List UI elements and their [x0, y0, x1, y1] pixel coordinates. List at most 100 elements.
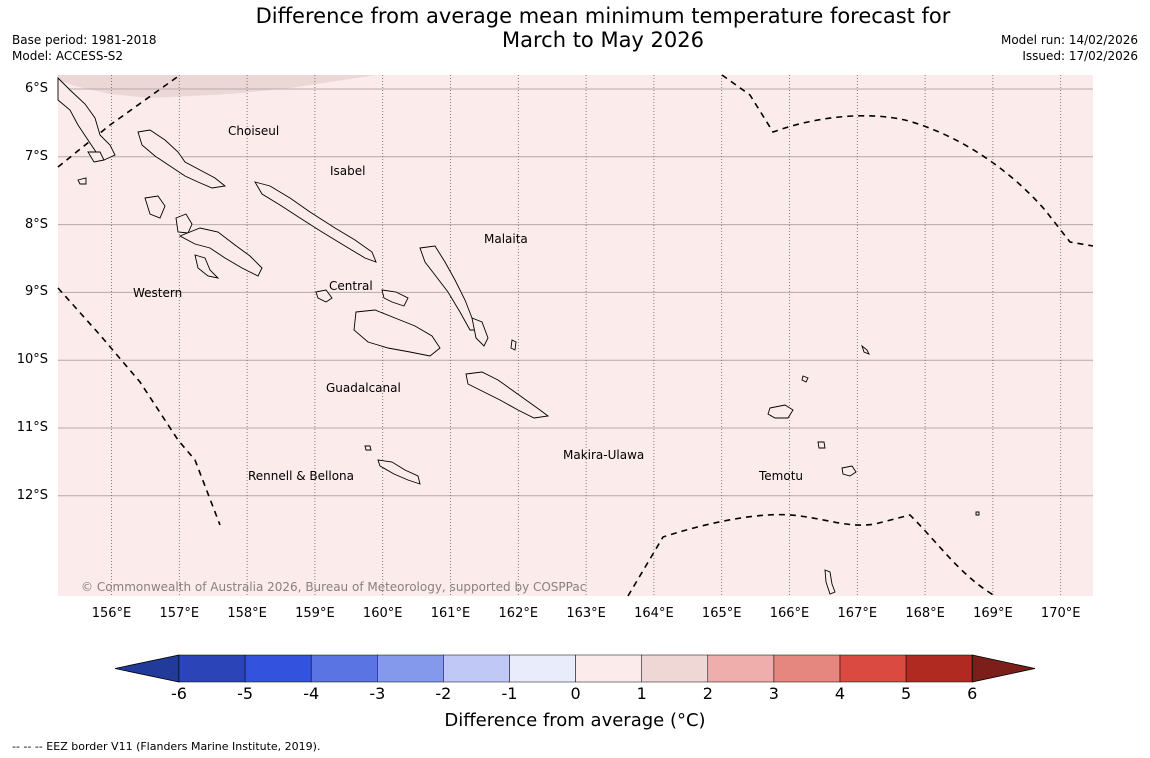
colorbar-tick-label: 5: [901, 684, 912, 703]
island-ulawa: [510, 339, 517, 351]
longitude-label: 170°E: [1040, 606, 1081, 621]
colorbar-segment: [575, 654, 642, 683]
island-choiseul: [137, 129, 227, 189]
warm-anomaly-patch: [58, 75, 376, 98]
colorbar-segment: [377, 654, 444, 683]
longitude-label: 161°E: [430, 606, 471, 621]
longitude-label: 158°E: [227, 606, 267, 621]
island-isabel: [254, 181, 377, 263]
island-duff: [861, 344, 870, 355]
colorbar-tick-label: -3: [369, 684, 386, 703]
title-line-2: March to May 2026: [502, 28, 704, 52]
colorbar-segment: [178, 654, 246, 683]
longitude-label: 163°E: [566, 606, 606, 621]
longitude-label: 164°E: [634, 606, 674, 621]
chart-title: Difference from average mean minimum tem…: [0, 4, 1150, 52]
colorbar-tick-label: -4: [303, 684, 320, 703]
colorbar-tick-label: -1: [501, 684, 518, 703]
longitude-label: 157°E: [159, 606, 200, 621]
colorbar-tick-label: -6: [171, 684, 187, 703]
colorbar-segment: [641, 654, 709, 683]
region-label-makira-ulawa: Makira-Ulawa: [563, 448, 645, 462]
colorbar-tick-label: 0: [570, 684, 581, 703]
latitude-gridlines: [58, 88, 1093, 497]
island-utupua: [817, 441, 826, 449]
islands: [57, 76, 980, 595]
latitude-label: 11°S: [16, 420, 48, 435]
latitude-label: 10°S: [16, 352, 48, 368]
island-bougainville: [57, 76, 116, 161]
island-florida: [381, 289, 409, 307]
longitude-label: 165°E: [701, 606, 742, 621]
model-name: Model: ACCESS-S2: [12, 49, 124, 63]
region-label-temotu: Temotu: [759, 469, 804, 483]
latitude-label: 8°S: [24, 216, 48, 232]
island-rennell: [377, 459, 421, 485]
latitude-label: 7°S: [24, 148, 48, 164]
colorbar-segment: [244, 654, 312, 683]
island-anuta: [824, 569, 836, 595]
island-russell: [315, 289, 333, 303]
colorbar-extension-max: [971, 654, 1036, 683]
region-label-guadalcanal: Guadalcanal: [326, 381, 401, 395]
island-rendova: [194, 254, 220, 279]
eez-border-south: [627, 513, 996, 597]
title-line-1: Difference from average mean minimum tem…: [255, 4, 951, 28]
latitude-label: 12°S: [16, 487, 48, 503]
longitude-label: 169°E: [973, 606, 1013, 621]
base-period: Base period: 1981-2018: [12, 33, 157, 47]
map-background: [58, 75, 1093, 596]
longitude-label: 156°E: [91, 606, 132, 621]
island-shortlands: [87, 151, 105, 163]
island-vella-lavella: [144, 195, 166, 219]
island-guadalcanal: [353, 309, 441, 357]
colorbar-tick-label: 2: [702, 684, 713, 703]
eez-footnote: -- -- -- EEZ border V11 (Flanders Marine…: [12, 740, 321, 753]
eez-border-east: [721, 74, 1094, 247]
colorbar-tick-label: 6: [967, 684, 978, 703]
issued-date: Issued: 17/02/2026: [1022, 49, 1138, 63]
colorbar-label: Difference from average (°C): [444, 710, 706, 731]
latitude-label: 9°S: [24, 284, 48, 300]
region-label-rennell-bellona: Rennell & Bellona: [248, 469, 355, 483]
island-treasury: [77, 177, 87, 185]
region-label-central: Central: [329, 279, 373, 293]
colorbar: [114, 654, 1036, 683]
latitude-label: 6°S: [24, 81, 48, 96]
eez-border-west: [57, 287, 221, 526]
island-makira: [465, 371, 550, 419]
colorbar-segment: [707, 654, 775, 683]
longitude-label: 160°E: [362, 606, 403, 621]
eez-borders: [57, 74, 1094, 597]
colorbar-tick-label: -5: [237, 684, 254, 703]
region-label-choiseul: Choiseul: [228, 124, 280, 138]
colorbar-tick-label: 3: [768, 684, 779, 703]
island-small-malaita: [471, 317, 489, 347]
longitude-label: 168°E: [905, 606, 945, 621]
meta-right: Model run: 14/02/2026 Issued: 17/02/2026: [1001, 32, 1138, 64]
island-kolombangara: [175, 213, 193, 234]
colorbar-segment: [905, 654, 973, 683]
island-tikopia: [975, 511, 980, 516]
model-run: Model run: 14/02/2026: [1000, 33, 1138, 47]
colorbar-tick-label: 4: [834, 684, 846, 703]
colorbar-tick-label: -2: [435, 684, 452, 703]
longitude-label: 162°E: [498, 606, 539, 621]
colorbar-segment: [773, 654, 841, 683]
meta-left: Base period: 1981-2018 Model: ACCESS-S2: [12, 32, 157, 64]
copyright-notice: © Commonwealth of Australia 2026, Bureau…: [81, 580, 587, 594]
colorbar-tick-label: 1: [636, 684, 647, 703]
longitude-label: 159°E: [295, 606, 335, 621]
island-vanikoro: [841, 465, 857, 477]
eez-border-north: [57, 74, 181, 168]
colorbar-segment: [509, 654, 576, 683]
colorbar-segment: [839, 654, 907, 683]
region-label-western: Western: [133, 286, 183, 300]
island-reef-islands: [801, 375, 809, 383]
colorbar-segment: [310, 654, 378, 683]
colorbar-extension-min: [114, 654, 180, 683]
region-label-isabel: Isabel: [330, 164, 366, 178]
island-santa-cruz: [767, 404, 794, 419]
colorbar-segment: [443, 654, 510, 683]
